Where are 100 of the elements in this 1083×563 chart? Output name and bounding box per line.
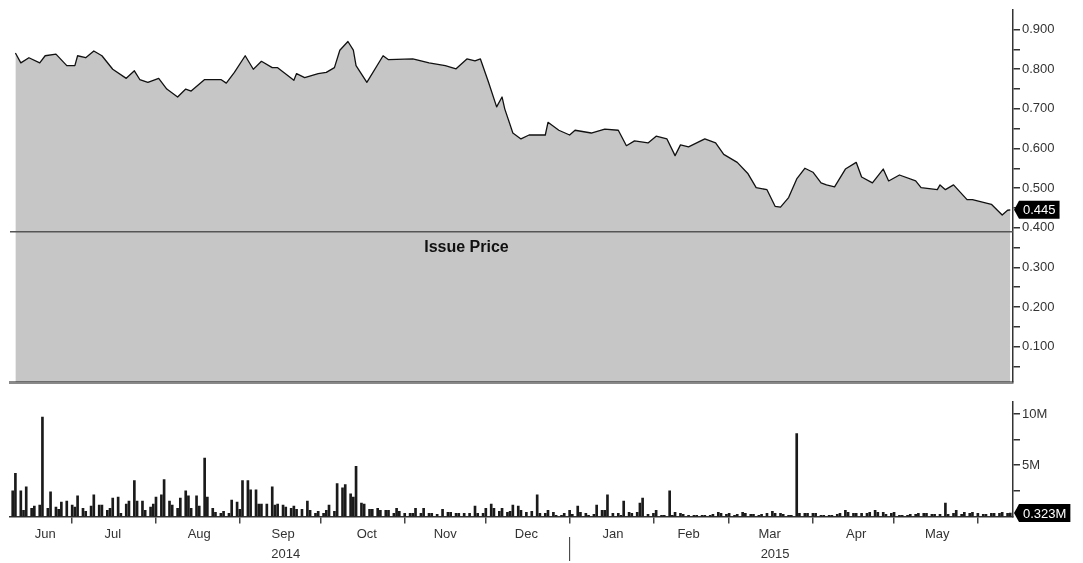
- bar: [14, 473, 17, 517]
- bar: [1008, 512, 1012, 517]
- bar: [971, 511, 974, 517]
- bar: [33, 505, 36, 517]
- y-tick-label: 0.900: [1022, 21, 1055, 37]
- y-tick-label: 10M: [1022, 405, 1048, 421]
- bar: [860, 513, 863, 517]
- y-tick-label: 0.500: [1022, 179, 1055, 195]
- bar: [30, 507, 33, 517]
- bar: [530, 510, 534, 517]
- bar: [535, 494, 539, 517]
- x-tick-label: May: [925, 525, 951, 541]
- bar: [314, 513, 317, 517]
- x-tick-label: Aug: [187, 525, 211, 541]
- bar: [384, 509, 388, 517]
- bar: [752, 514, 755, 517]
- bar: [270, 486, 274, 517]
- bar: [178, 497, 182, 517]
- annotation: 0.323M: [1023, 505, 1067, 521]
- ref-line-label: Issue Price: [424, 238, 509, 256]
- bar: [387, 509, 390, 517]
- bar: [468, 513, 471, 517]
- bar: [65, 500, 69, 517]
- bar: [668, 490, 671, 517]
- bar: [925, 513, 928, 517]
- bar: [343, 484, 347, 517]
- y-tick-label: 0.700: [1022, 100, 1055, 116]
- annotation: 0.445: [1023, 202, 1056, 218]
- y-tick-label: 0.300: [1022, 258, 1055, 274]
- text: 2015: [760, 546, 790, 562]
- bar: [195, 495, 198, 517]
- bar: [60, 501, 63, 517]
- bar: [795, 433, 799, 517]
- bar: [960, 514, 963, 517]
- x-tick-label: Jul: [104, 525, 122, 541]
- y-tick-label: 0.800: [1022, 60, 1055, 76]
- bar: [141, 500, 144, 517]
- bar: [395, 507, 398, 517]
- bar: [92, 494, 96, 517]
- bar: [49, 491, 52, 517]
- bar: [214, 511, 217, 517]
- bar: [76, 495, 79, 517]
- bar: [914, 514, 917, 517]
- bar: [368, 508, 371, 517]
- bar: [1000, 511, 1004, 517]
- bar: [341, 487, 344, 517]
- bar: [170, 504, 174, 517]
- bar: [781, 514, 785, 517]
- bar: [595, 504, 598, 517]
- bar: [543, 513, 547, 517]
- y-tick-label: 0.600: [1022, 140, 1055, 156]
- bar: [571, 514, 574, 517]
- bar: [316, 510, 320, 517]
- y-tick-label: 5M: [1022, 456, 1041, 472]
- bar: [944, 502, 947, 517]
- bar: [349, 493, 352, 517]
- bar: [741, 511, 744, 517]
- bar: [681, 514, 685, 517]
- bar: [414, 507, 417, 517]
- bar: [852, 513, 855, 517]
- bar: [322, 513, 325, 517]
- x-tick-label: Nov: [433, 525, 458, 541]
- x-tick-label: Apr: [846, 525, 867, 541]
- x-tick-label: Jan: [602, 525, 624, 541]
- y-tick-label: 0.100: [1022, 338, 1055, 354]
- bar: [922, 513, 926, 517]
- bar: [1006, 513, 1009, 517]
- bar: [133, 480, 136, 517]
- bar: [779, 513, 782, 517]
- x-tick-label: Jun: [34, 525, 56, 541]
- bar: [241, 480, 244, 517]
- bar: [516, 505, 520, 517]
- bar: [111, 497, 115, 517]
- bar: [952, 513, 955, 517]
- bar: [24, 486, 28, 517]
- bar: [854, 513, 858, 517]
- bar: [968, 513, 972, 517]
- bar: [19, 490, 23, 517]
- bar: [324, 509, 328, 517]
- bar: [441, 508, 444, 517]
- bar: [149, 506, 152, 517]
- bar: [606, 494, 609, 517]
- bar: [568, 509, 571, 517]
- bar: [576, 505, 580, 517]
- bar: [370, 508, 374, 517]
- bar: [917, 513, 920, 517]
- x-tick-label: Oct: [356, 525, 378, 541]
- bar: [422, 507, 425, 517]
- x-tick-label: Dec: [514, 525, 539, 541]
- bar: [622, 500, 626, 517]
- bar: [168, 500, 171, 517]
- bar: [376, 507, 380, 517]
- bar: [211, 507, 215, 517]
- y-tick-label: 0.400: [1022, 219, 1055, 235]
- bar: [749, 514, 753, 517]
- bar: [963, 511, 966, 517]
- bar: [679, 513, 682, 517]
- text: 2014: [271, 546, 301, 562]
- bar: [184, 490, 188, 517]
- bar: [652, 513, 655, 517]
